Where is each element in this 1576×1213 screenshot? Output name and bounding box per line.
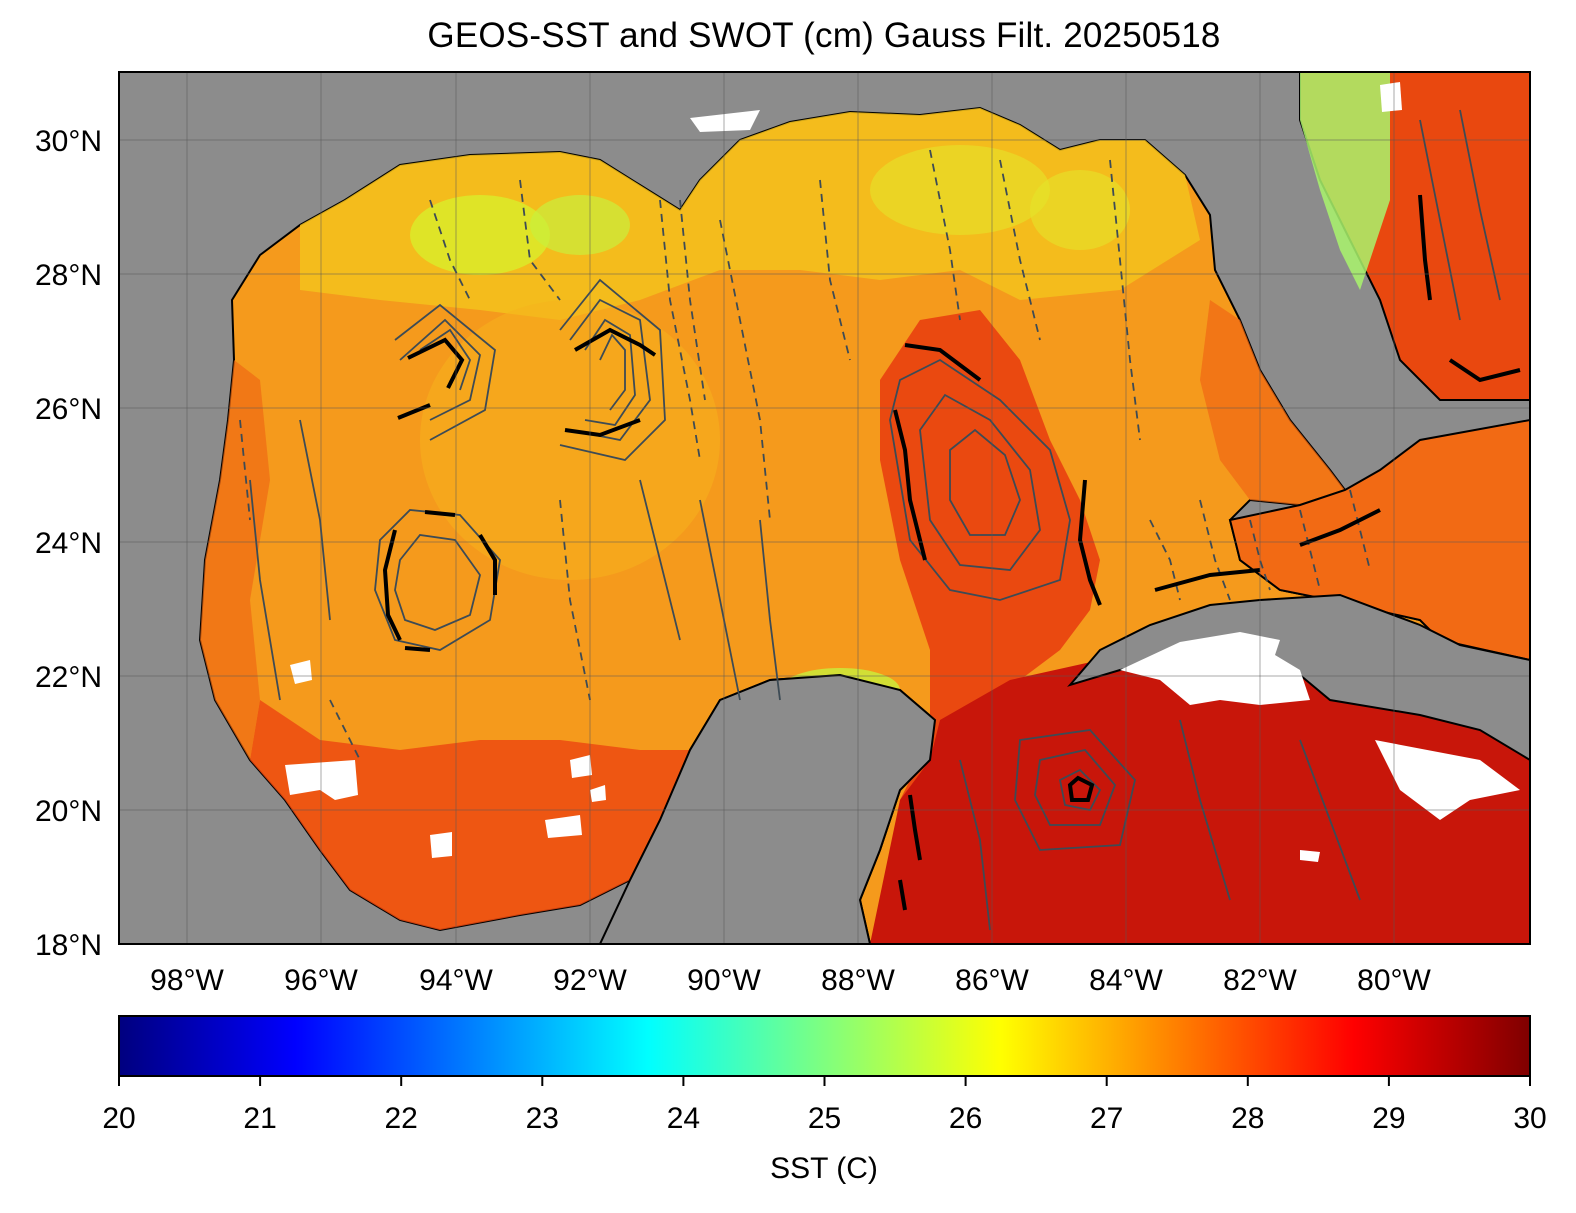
lon-tick-label: 90°W — [687, 964, 761, 997]
colorbar-tick-label: 29 — [1372, 1102, 1405, 1135]
ssh-contours — [249, 109, 1501, 931]
lat-tick-label: 20°N — [35, 795, 102, 828]
warm-patch — [420, 300, 720, 580]
map-title: GEOS-SST and SWOT (cm) Gauss Filt. 20250… — [427, 16, 1221, 55]
cool-patch — [530, 195, 630, 255]
lat-tick-label: 24°N — [35, 527, 102, 560]
colorbar-tick-label: 22 — [385, 1102, 418, 1135]
colorbar-tick-label: 30 — [1513, 1102, 1546, 1135]
lat-tick-label: 18°N — [35, 929, 102, 962]
cool-patch — [1030, 170, 1130, 250]
colorbar-tick-label: 23 — [526, 1102, 559, 1135]
lon-tick-label: 88°W — [821, 964, 895, 997]
colorbar-label: SST (C) — [770, 1152, 878, 1185]
ssh-contours-dashed — [239, 149, 1371, 761]
florida-straits-water — [1228, 418, 1530, 662]
no-data-patch — [1120, 632, 1310, 705]
colorbar-tick-label: 26 — [949, 1102, 982, 1135]
lon-tick-label: 94°W — [419, 964, 493, 997]
lon-tick-label: 92°W — [553, 964, 627, 997]
cool-patch — [410, 195, 550, 275]
map-panel — [119, 72, 1530, 944]
lon-tick-label: 96°W — [284, 964, 358, 997]
cool-patch — [870, 145, 1050, 235]
lon-tick-label: 84°W — [1089, 964, 1163, 997]
colorbar-tick-label: 24 — [667, 1102, 700, 1135]
graticule — [119, 72, 1530, 944]
east-shelf-warm — [1200, 300, 1345, 505]
lon-tick-label: 80°W — [1357, 964, 1431, 997]
lon-axis: 98°W 96°W 94°W 92°W 90°W 88°W 86°W 84°W … — [150, 964, 1431, 997]
lat-axis: 18°N 20°N 22°N 24°N 26°N 28°N 30°N — [35, 125, 102, 962]
colorbar-tick-label: 21 — [243, 1102, 276, 1135]
cloud-mask — [285, 82, 1520, 862]
colorbar-tick-label: 27 — [1090, 1102, 1123, 1135]
colorbar-tick-label: 25 — [808, 1102, 841, 1135]
lon-tick-label: 86°W — [955, 964, 1029, 997]
yucatan-landmass — [598, 673, 937, 944]
lon-tick-label: 98°W — [150, 964, 224, 997]
ssh-contours-thick — [382, 194, 1521, 911]
lat-tick-label: 26°N — [35, 393, 102, 426]
colorbar: 20 21 22 23 24 25 26 27 28 29 30 SST (C) — [102, 1015, 1547, 1185]
lat-tick-label: 22°N — [35, 661, 102, 694]
colorbar-ticks: 20 21 22 23 24 25 26 27 28 29 30 — [102, 1076, 1547, 1135]
atlantic-cool-band — [1300, 72, 1390, 290]
west-coast-warm-strip — [200, 360, 270, 760]
lat-tick-label: 30°N — [35, 125, 102, 158]
colorbar-tick-label: 28 — [1231, 1102, 1264, 1135]
colorbar-gradient — [118, 1015, 1531, 1077]
lon-tick-label: 82°W — [1223, 964, 1297, 997]
map-frame — [118, 71, 1531, 945]
lat-tick-label: 28°N — [35, 259, 102, 292]
colorbar-tick-label: 20 — [102, 1102, 135, 1135]
